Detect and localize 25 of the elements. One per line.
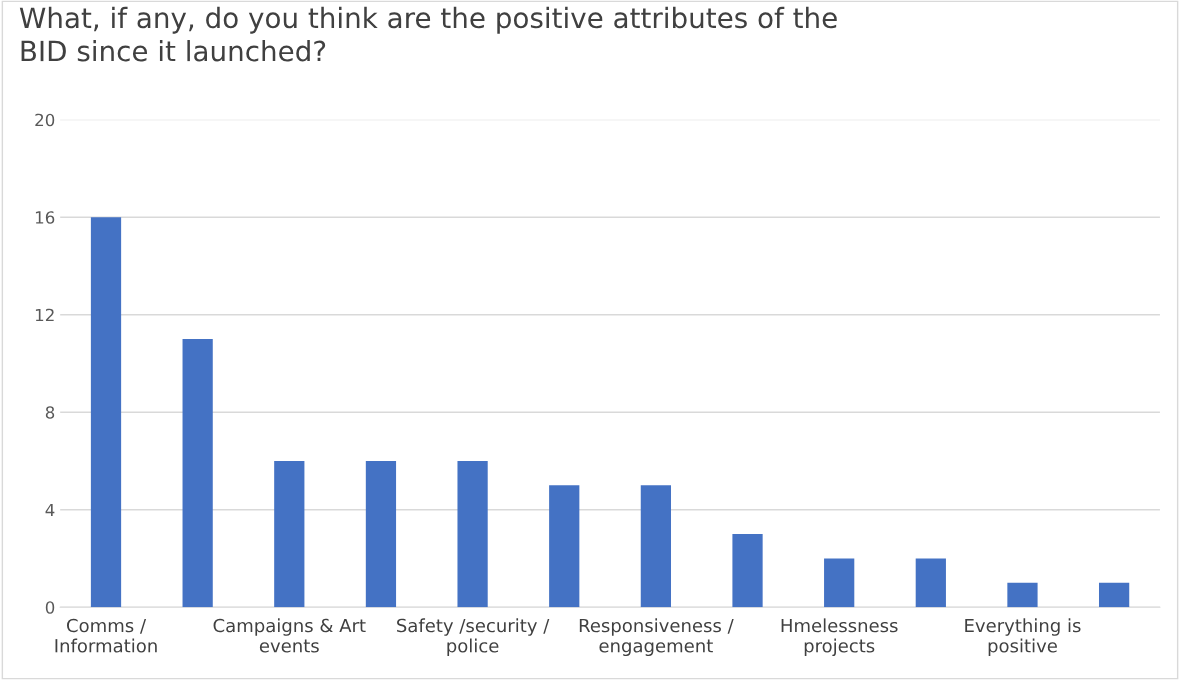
x-tick-label: Campaigns & Art events xyxy=(213,618,366,653)
x-tick-label: Hmelessness projects xyxy=(781,618,898,657)
bar xyxy=(90,217,122,608)
y-tick-label: 16 xyxy=(35,211,55,224)
chart-title: What, if any, do you think are the positive attributes of the BID since it launched? xyxy=(19,6,837,62)
bar xyxy=(549,485,580,608)
bar xyxy=(1098,582,1130,608)
bar xyxy=(365,460,397,608)
bar xyxy=(274,460,305,608)
y-tick-label: 12 xyxy=(35,308,54,322)
bar xyxy=(915,558,946,608)
x-tick-label: Comms / Information xyxy=(55,618,157,653)
bar xyxy=(182,339,213,608)
x-tick-label: Safety /security / police xyxy=(397,618,550,657)
x-tick-label: Everything is positive xyxy=(965,618,1081,657)
y-tick-label: 0 xyxy=(45,601,55,614)
y-tick-label: 20 xyxy=(35,113,55,127)
bar xyxy=(732,534,763,608)
bar xyxy=(457,460,488,608)
bar xyxy=(1007,582,1038,608)
y-tick-label: 8 xyxy=(45,406,55,419)
bar xyxy=(640,485,672,608)
bar xyxy=(824,558,855,608)
x-tick-label: Responsiveness / engagement xyxy=(579,618,734,657)
y-tick-label: 4 xyxy=(45,503,55,517)
